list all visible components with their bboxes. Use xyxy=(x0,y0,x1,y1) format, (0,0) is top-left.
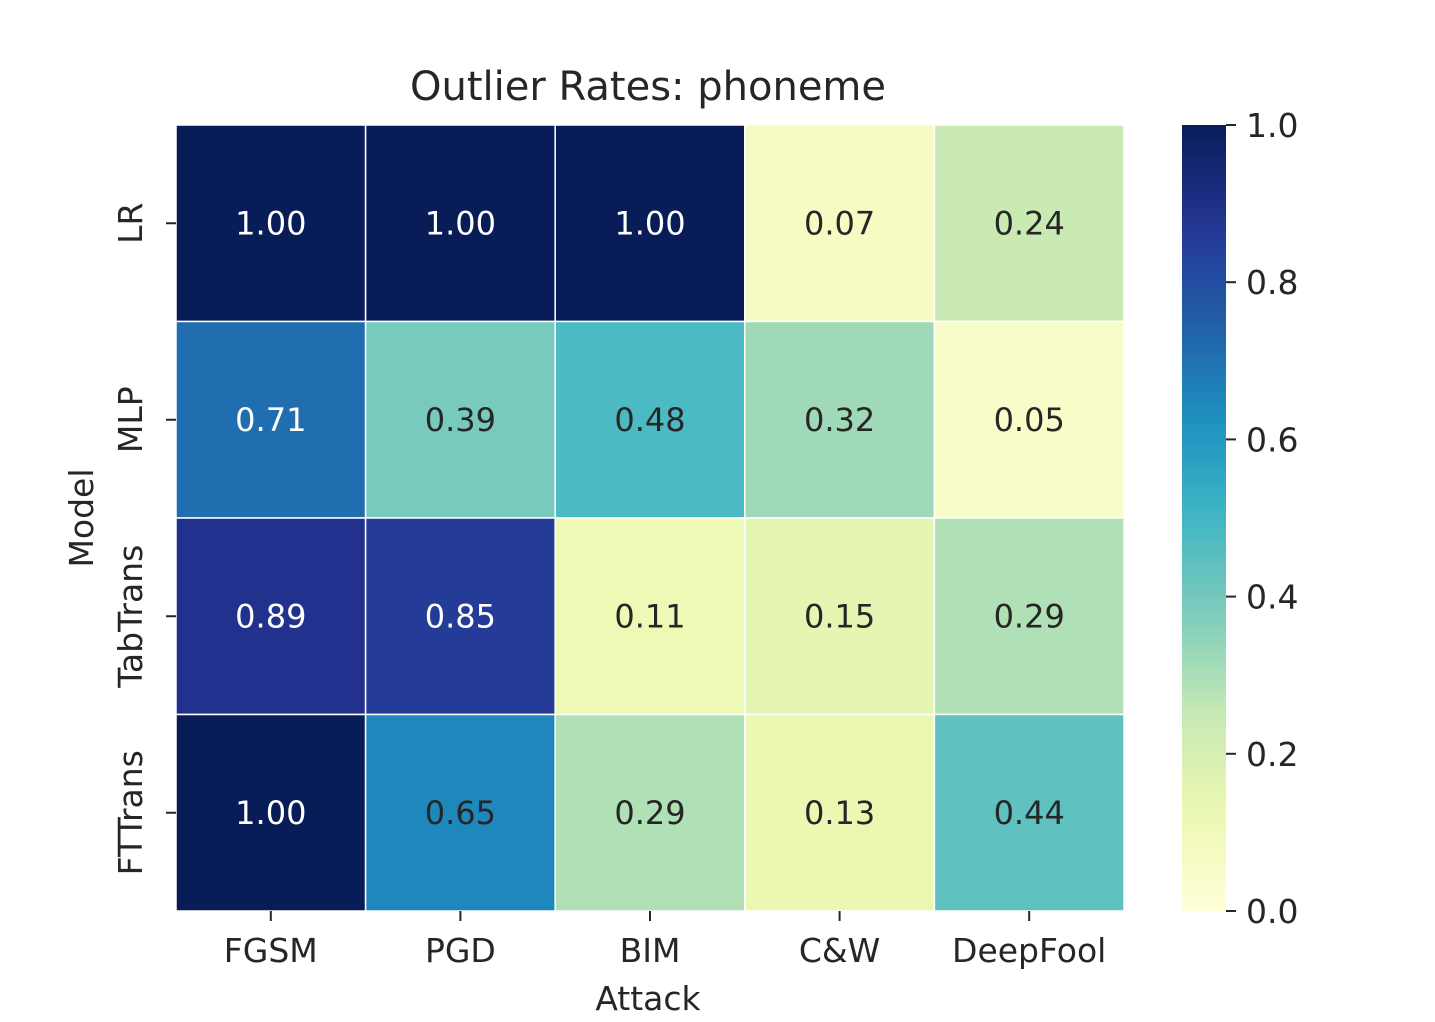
cell-value-label: 0.13 xyxy=(804,794,875,832)
y-axis-ticks: LR MLP TabTrans FTTrans xyxy=(111,203,176,875)
heatmap-cell-lr-c-w xyxy=(744,124,936,323)
colorbar-tick-label: 0.2 xyxy=(1246,735,1298,774)
heatmap-cell-lr-fgsm xyxy=(175,124,367,323)
heatmap-cell-mlp-fgsm xyxy=(175,320,367,519)
heatmap-cell-fttrans-c-w xyxy=(744,713,936,912)
heatmap-cell-mlp-deepfool xyxy=(933,320,1125,519)
cell-value-label: 1.00 xyxy=(425,204,496,242)
x-axis-ticks: FGSM PGD BIM C&W DeepFool xyxy=(224,911,1106,970)
heatmap-cell-tabtrans-pgd xyxy=(364,517,556,716)
cell-value-label: 0.44 xyxy=(994,794,1065,832)
colorbar-tick-label: 0.0 xyxy=(1246,892,1298,931)
cell-value-label: 1.00 xyxy=(614,204,685,242)
y-tick-label-mlp: MLP xyxy=(111,386,150,453)
cell-value-label: 0.89 xyxy=(235,597,306,635)
cell-value-label: 0.24 xyxy=(994,204,1065,242)
cell-value-label: 0.48 xyxy=(614,401,685,439)
heatmap-cell-fttrans-pgd xyxy=(364,713,556,912)
heatmap-cells: 1.00 1.00 1.00 0.07 0.24 0.71 0.39 0.48 0.32 0.05… xyxy=(175,124,1125,912)
cell-value-label: 0.29 xyxy=(614,794,685,832)
cell-value-label: 1.00 xyxy=(235,204,306,242)
x-tick-label-deepfool: DeepFool xyxy=(952,931,1106,970)
cell-value-label: 0.39 xyxy=(425,401,496,439)
y-tick-label-lr: LR xyxy=(111,203,150,244)
cell-value-label: 0.11 xyxy=(614,597,685,635)
y-tick-label-fttrans: FTTrans xyxy=(111,750,150,875)
y-axis-label: Model xyxy=(62,468,101,567)
cell-value-label: 0.71 xyxy=(235,401,306,439)
cell-value-label: 0.05 xyxy=(994,401,1065,439)
x-tick-label-c-w: C&W xyxy=(799,931,880,970)
cell-value-label: 0.07 xyxy=(804,204,875,242)
cell-value-label: 0.65 xyxy=(425,794,496,832)
heatmap-cell-lr-bim xyxy=(554,124,746,323)
cell-value-label: 0.85 xyxy=(425,597,496,635)
colorbar: 0.0 0.2 0.4 0.6 0.8 1.0 xyxy=(1182,106,1298,931)
x-tick-label-pgd: PGD xyxy=(425,931,496,970)
cell-value-label: 0.29 xyxy=(994,597,1065,635)
colorbar-tick-label: 0.6 xyxy=(1246,420,1298,459)
heatmap-cell-lr-pgd xyxy=(364,124,556,323)
heatmap-cell-fttrans-deepfool xyxy=(933,713,1125,912)
heatmap-cell-fttrans-bim xyxy=(554,713,746,912)
chart-title: Outlier Rates: phoneme xyxy=(410,64,886,110)
colorbar-tick-label: 0.4 xyxy=(1246,578,1298,617)
x-axis-label: Attack xyxy=(595,979,701,1018)
heatmap-cell-mlp-bim xyxy=(554,320,746,519)
colorbar-tick-label: 0.8 xyxy=(1246,263,1298,302)
colorbar-gradient xyxy=(1182,125,1226,911)
heatmap-cell-lr-deepfool xyxy=(933,124,1125,323)
colorbar-tick-label: 1.0 xyxy=(1246,106,1298,145)
cell-value-label: 0.32 xyxy=(804,401,875,439)
x-tick-label-fgsm: FGSM xyxy=(224,931,318,970)
heatmap-cell-tabtrans-bim xyxy=(554,517,746,716)
x-tick-label-bim: BIM xyxy=(620,931,681,970)
heatmap-cell-tabtrans-c-w xyxy=(744,517,936,716)
heatmap-cell-tabtrans-deepfool xyxy=(933,517,1125,716)
y-tick-label-tabtrans: TabTrans xyxy=(111,545,150,689)
cell-value-label: 1.00 xyxy=(235,794,306,832)
cell-value-label: 0.15 xyxy=(804,597,875,635)
